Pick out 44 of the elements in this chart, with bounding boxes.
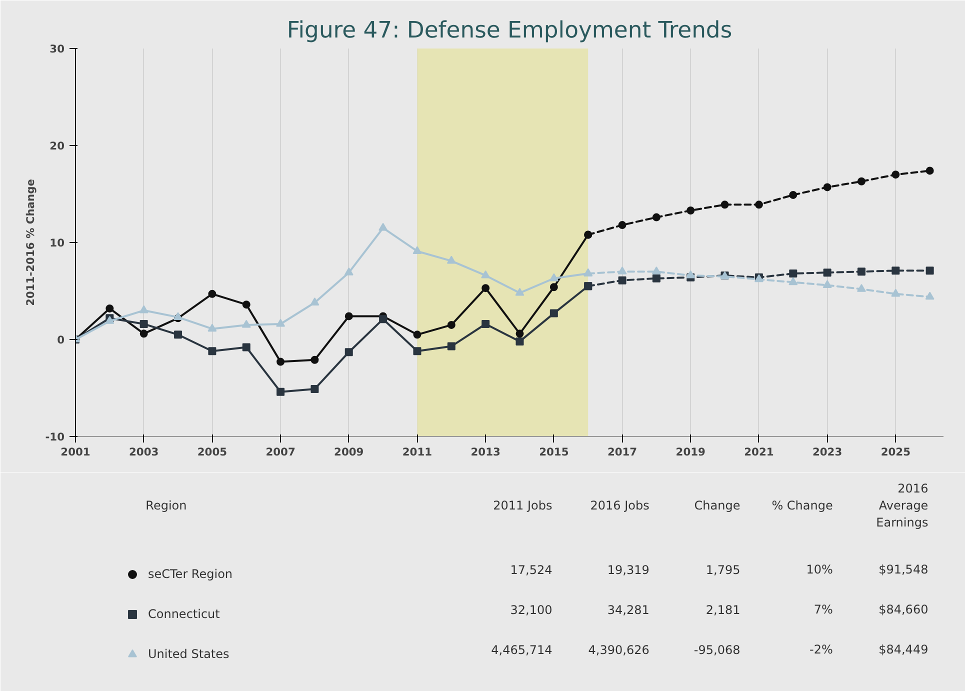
x-tick-label: 2003 [129,446,159,458]
text: 2011 Jobs [493,498,552,512]
x-tick-label: 2007 [266,446,296,458]
text: $84,660 [878,602,928,616]
legend-label: United States [148,646,230,663]
x-tick-label: 2015 [539,446,569,458]
x-tick-label: 2005 [197,446,228,458]
text: Change [694,498,740,512]
x-tick-label: 2019 [676,446,706,458]
x-tick-label: 2011 [402,446,432,458]
chart-title: Figure 47: Defense Employment Trends [286,18,732,44]
text: Region [146,498,187,512]
y-tick-label: 10 [50,236,65,250]
text: -2% [809,642,833,656]
text: 32,100 [510,603,552,617]
y-tick-label: -10 [45,430,65,444]
y-tick-label: 0 [57,334,65,346]
text: 2016 Jobs [590,498,650,512]
text: 7% [814,602,833,616]
x-tick-label: 2009 [334,446,364,458]
x-tick-label: 2021 [744,446,774,458]
text: 2016 Average Earnings [876,482,928,530]
text: % Change [772,498,833,512]
y-tick-label: 30 [50,42,65,56]
text: 4,465,714 [491,643,552,657]
text: 10% [806,562,833,576]
legend-label: Connecticut [148,606,220,623]
text: -95,068 [694,643,740,657]
text: 4,390,626 [588,643,650,657]
text: 17,524 [510,563,552,577]
x-tick-label: 2001 [60,446,90,458]
text: 19,319 [607,563,650,577]
text: 2,181 [706,603,740,617]
text: $84,449 [878,642,928,656]
x-tick-label: 2013 [470,446,500,458]
legend-label: seCTer Region [148,566,233,583]
y-tick-label: 20 [50,140,65,152]
text: 34,281 [607,603,650,617]
text: $91,548 [878,562,928,576]
x-tick-label: 2017 [607,446,638,458]
text: 1,795 [706,563,740,577]
x-tick-label: 2023 [812,446,842,458]
x-tick-label: 2025 [880,446,910,458]
y-axis-title: 2011-2016 % Change [24,179,38,306]
